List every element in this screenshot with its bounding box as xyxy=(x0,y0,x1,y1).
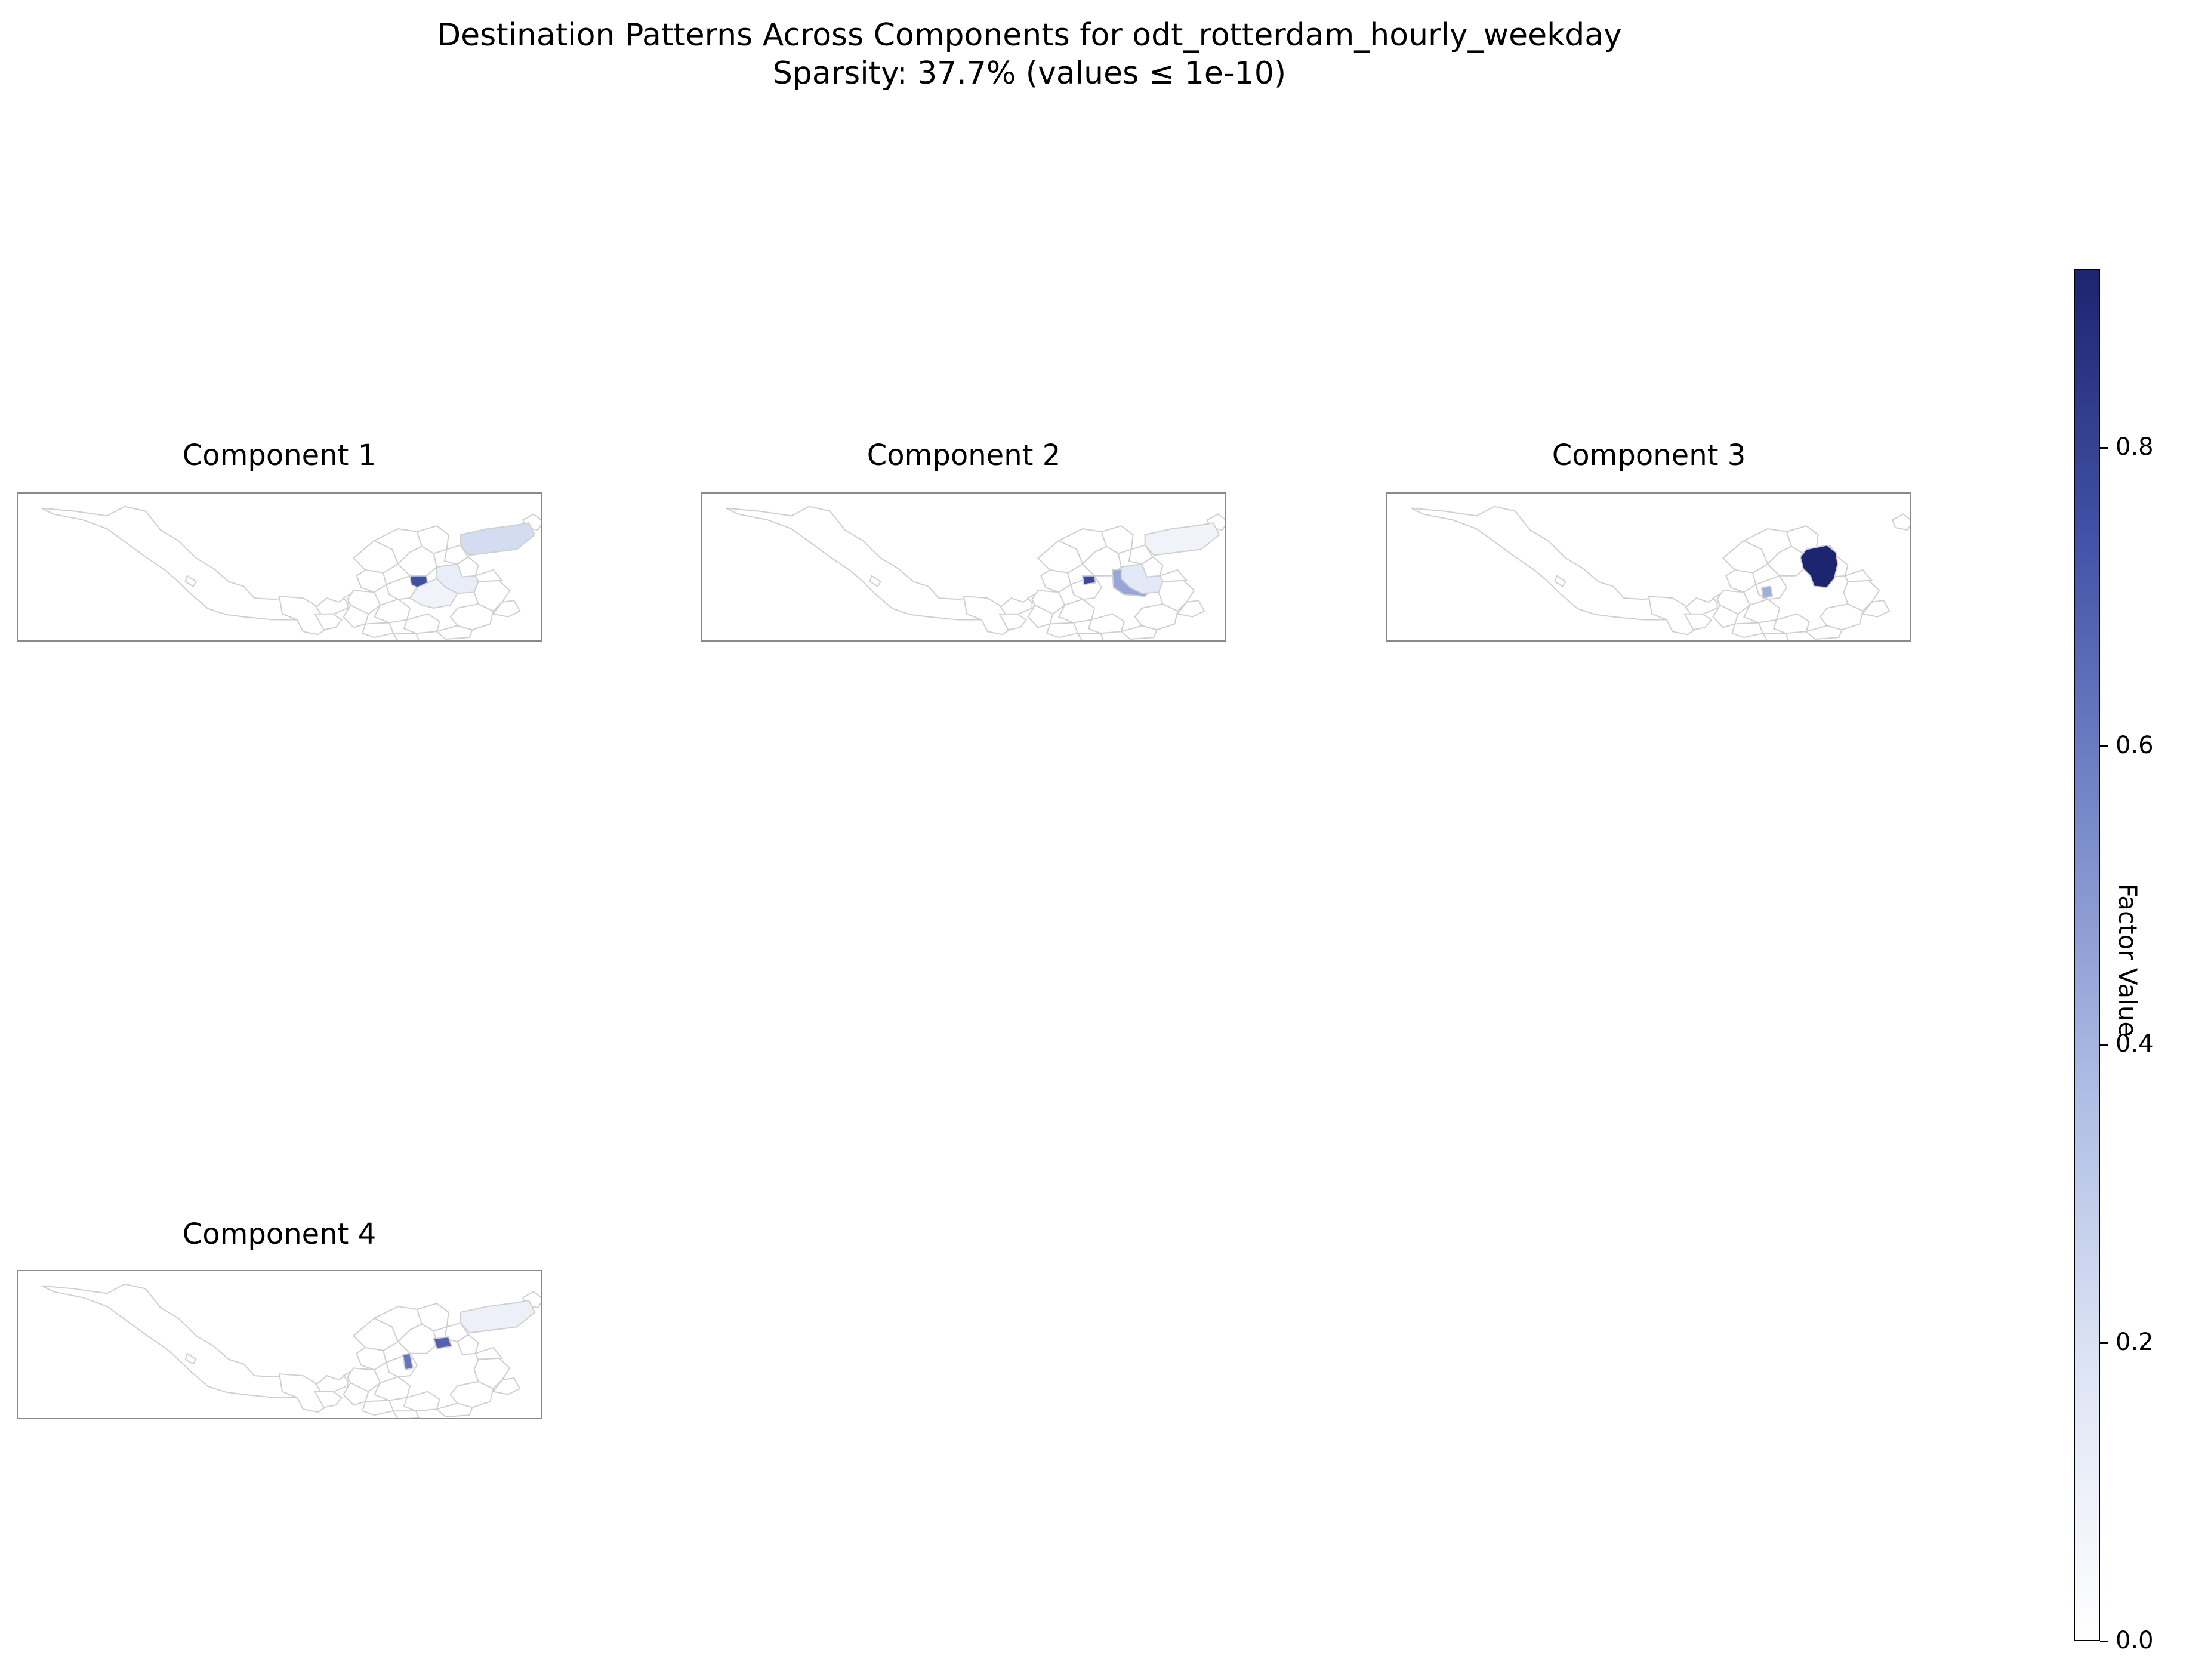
colorbar xyxy=(2074,269,2100,1641)
colorbar-tick-label: 0.8 xyxy=(2116,433,2154,461)
map-zone xyxy=(362,1400,394,1416)
panel-title-4: Component 4 xyxy=(182,1217,377,1251)
figure-title: Destination Patterns Across Components f… xyxy=(437,17,1622,53)
map-zone xyxy=(403,613,440,634)
highlighted-zone xyxy=(1081,575,1097,585)
map-zone xyxy=(1120,625,1158,640)
map-zone xyxy=(474,569,504,582)
map-zone xyxy=(1040,569,1072,593)
highlighted-zone xyxy=(460,1300,536,1334)
panel-title-1: Component 1 xyxy=(182,439,377,472)
highlighted-zone xyxy=(402,1352,414,1371)
harbor-district xyxy=(963,596,1012,636)
harbor-district xyxy=(314,613,343,631)
highlighted-zone xyxy=(1120,563,1164,594)
highlighted-zone xyxy=(1144,522,1220,556)
map-zone xyxy=(1844,569,1873,582)
map-zone xyxy=(1077,633,1105,640)
map-zone xyxy=(435,1402,473,1418)
map-zone xyxy=(1772,613,1810,634)
map-zone xyxy=(435,625,473,640)
harbor-district xyxy=(726,505,1033,621)
harbor-district xyxy=(869,575,881,587)
map-zone xyxy=(474,1346,504,1360)
map-zone xyxy=(403,1391,440,1412)
map-panel-1 xyxy=(17,492,542,642)
colorbar-tick-mark xyxy=(2100,1342,2108,1344)
map-zone xyxy=(1046,622,1079,639)
figure-subtitle: Sparsity: 37.7% (values ≤ 1e-10) xyxy=(772,56,1287,91)
colorbar-tick-label: 0.4 xyxy=(2116,1030,2154,1058)
map-zone xyxy=(343,1382,369,1406)
map-panel-3 xyxy=(1386,492,1911,642)
map-panel-2 xyxy=(701,492,1226,642)
map-zone xyxy=(1176,600,1205,618)
map-zone xyxy=(392,633,420,640)
harbor-district xyxy=(278,1373,328,1413)
map-zone xyxy=(356,1346,387,1371)
highlighted-zone xyxy=(1761,585,1774,599)
harbor-district xyxy=(1554,575,1566,587)
map-zone xyxy=(1725,569,1757,593)
colorbar-tick-mark xyxy=(2100,1044,2108,1046)
colorbar-tick-label: 0.0 xyxy=(2116,1627,2154,1654)
harbor-district xyxy=(184,1352,197,1365)
highlighted-zone xyxy=(460,522,536,556)
map-zone xyxy=(1891,513,1910,531)
map-zone xyxy=(457,1334,479,1355)
harbor-district xyxy=(1411,505,1718,621)
map-zone xyxy=(1861,600,1891,618)
colorbar-label: Factor Value xyxy=(2113,883,2142,1037)
map-zone xyxy=(492,600,521,618)
colorbar-tick-mark xyxy=(2100,447,2108,449)
map-zone xyxy=(343,604,369,628)
map-panel-4 xyxy=(17,1270,542,1419)
map-zone xyxy=(1762,633,1790,640)
map-zone xyxy=(1805,625,1843,640)
harbor-district xyxy=(314,1391,343,1408)
highlighted-zone xyxy=(1799,544,1839,588)
panel-title-3: Component 3 xyxy=(1552,439,1746,472)
harbor-district xyxy=(278,596,328,636)
map-zone xyxy=(1087,613,1125,634)
map-zone xyxy=(392,1410,420,1418)
colorbar-tick-mark xyxy=(2100,1641,2108,1642)
map-zone xyxy=(1081,545,1122,577)
harbor-district xyxy=(41,1283,349,1398)
map-svg xyxy=(41,1283,541,1418)
highlighted-zone xyxy=(433,1336,452,1349)
colorbar-tick-label: 0.6 xyxy=(2116,732,2154,759)
harbor-district xyxy=(998,613,1027,631)
map-svg xyxy=(1411,505,1910,640)
map-svg xyxy=(41,505,541,640)
map-zone xyxy=(492,1377,521,1395)
map-zone xyxy=(1027,604,1054,628)
map-zone xyxy=(1731,622,1764,639)
map-zone xyxy=(1712,604,1739,628)
harbor-district xyxy=(41,505,349,621)
map-zone xyxy=(356,569,387,593)
map-zone xyxy=(362,622,394,639)
panel-title-2: Component 2 xyxy=(866,439,1061,472)
harbor-district xyxy=(1648,596,1697,636)
harbor-district xyxy=(184,575,197,587)
colorbar-tick-mark xyxy=(2100,745,2108,747)
map-svg xyxy=(726,505,1225,640)
highlighted-zone xyxy=(409,578,459,609)
map-zone xyxy=(397,1323,437,1354)
harbor-district xyxy=(1683,613,1712,631)
colorbar-tick-label: 0.2 xyxy=(2116,1328,2154,1356)
map-zone xyxy=(1159,569,1188,582)
